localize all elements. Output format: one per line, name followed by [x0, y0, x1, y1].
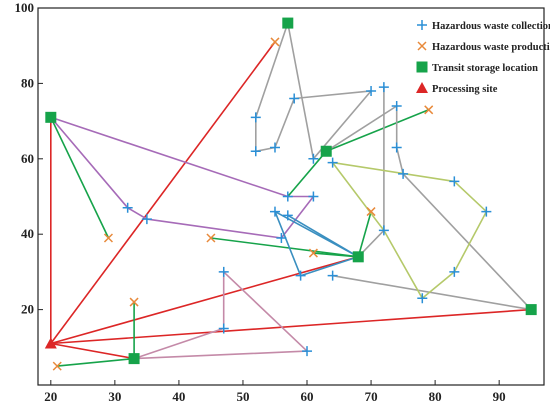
collection-site-marker: [327, 157, 338, 168]
production-site-marker: [206, 233, 216, 243]
x-tick-label: 60: [301, 389, 314, 404]
site-markers: [44, 17, 537, 371]
production-site-marker: [308, 248, 318, 258]
collection-site-marker: [141, 214, 152, 225]
production-site-marker: [424, 105, 434, 115]
collection-site-marker: [391, 142, 402, 153]
collection-site-marker: [398, 168, 409, 179]
production-site-marker: [270, 37, 280, 47]
route-line: [50, 116, 315, 239]
x-tick-label: 20: [44, 389, 57, 404]
y-tick-label: 20: [21, 302, 34, 317]
route-line: [287, 150, 327, 198]
transit-storage-marker: [352, 251, 364, 263]
legend-collection-site-marker: [417, 20, 427, 30]
collection-site-marker: [308, 191, 319, 202]
production-site-marker: [103, 233, 113, 243]
production-site-marker: [366, 207, 376, 217]
collection-site-marker: [282, 191, 293, 202]
legend-transit-storage-marker: [416, 61, 428, 73]
transit-storage-marker: [45, 111, 57, 123]
collection-site-marker: [481, 206, 492, 217]
legend-processing-site-marker: [416, 82, 428, 93]
collection-site-marker: [122, 202, 133, 213]
x-tick-label: 90: [493, 389, 506, 404]
route-line: [210, 237, 359, 258]
collection-site-marker: [282, 210, 293, 221]
collection-site-marker: [269, 142, 280, 153]
collection-site-marker: [295, 270, 306, 281]
y-tick-label: 100: [15, 0, 35, 15]
route-line: [50, 342, 135, 360]
production-site-marker: [129, 297, 139, 307]
route-line: [357, 211, 372, 258]
collection-site-marker: [417, 293, 428, 304]
collection-site-marker: [218, 266, 229, 277]
collection-site-marker: [302, 346, 313, 357]
y-tick-label: 60: [21, 151, 34, 166]
route-line: [287, 214, 359, 258]
x-tick-label: 40: [172, 389, 185, 404]
x-tick-label: 80: [429, 389, 442, 404]
collection-site-marker: [378, 225, 389, 236]
route-line: [50, 256, 359, 345]
plot-frame: [37, 7, 545, 386]
route-line: [50, 308, 532, 345]
route-line: [325, 105, 533, 311]
legend-label: Hazardous waste production site: [432, 42, 550, 53]
x-tick-label: 70: [365, 389, 378, 404]
legend-label: Transit storage location: [432, 63, 538, 74]
collection-site-marker: [449, 176, 460, 187]
route-lines: [49, 22, 533, 367]
production-site-marker: [52, 361, 62, 371]
route-line: [331, 161, 488, 300]
route-line: [325, 109, 430, 153]
processing-site-marker: [44, 337, 57, 349]
collection-site-marker: [250, 146, 261, 157]
transit-storage-marker: [128, 353, 140, 365]
route-line: [50, 41, 276, 344]
route-line: [357, 87, 385, 258]
legend-production-site-marker: [417, 41, 427, 51]
x-tick-label: 30: [108, 389, 121, 404]
collection-site-marker: [391, 101, 402, 112]
collection-site-marker: [218, 323, 229, 334]
collection-site-marker: [366, 85, 377, 96]
collection-site-marker: [308, 153, 319, 164]
legend: Hazardous waste collection site Hazardous…: [416, 20, 550, 95]
collection-site-marker: [449, 266, 460, 277]
route-line: [50, 116, 110, 239]
collection-site-marker: [378, 82, 389, 93]
route-line: [313, 252, 359, 258]
collection-site-marker: [289, 93, 300, 104]
transit-storage-marker: [320, 145, 332, 157]
y-tick-label: 80: [21, 75, 34, 90]
legend-label: Hazardous waste collection site: [432, 21, 550, 32]
route-line: [274, 210, 359, 277]
legend-label: Processing site: [432, 84, 498, 95]
axes: 20 30 40 50 60 70 80 90 20 40 60 80 100: [15, 0, 545, 404]
collection-site-marker: [269, 206, 280, 217]
x-tick-label: 50: [236, 389, 249, 404]
route-line: [57, 357, 135, 367]
collection-site-marker: [250, 112, 261, 123]
y-tick-label: 40: [21, 226, 34, 241]
route-line: [133, 271, 308, 360]
collection-site-marker: [327, 270, 338, 281]
transit-storage-marker: [282, 17, 294, 29]
transit-storage-marker: [525, 304, 537, 316]
collection-site-marker: [276, 232, 287, 243]
